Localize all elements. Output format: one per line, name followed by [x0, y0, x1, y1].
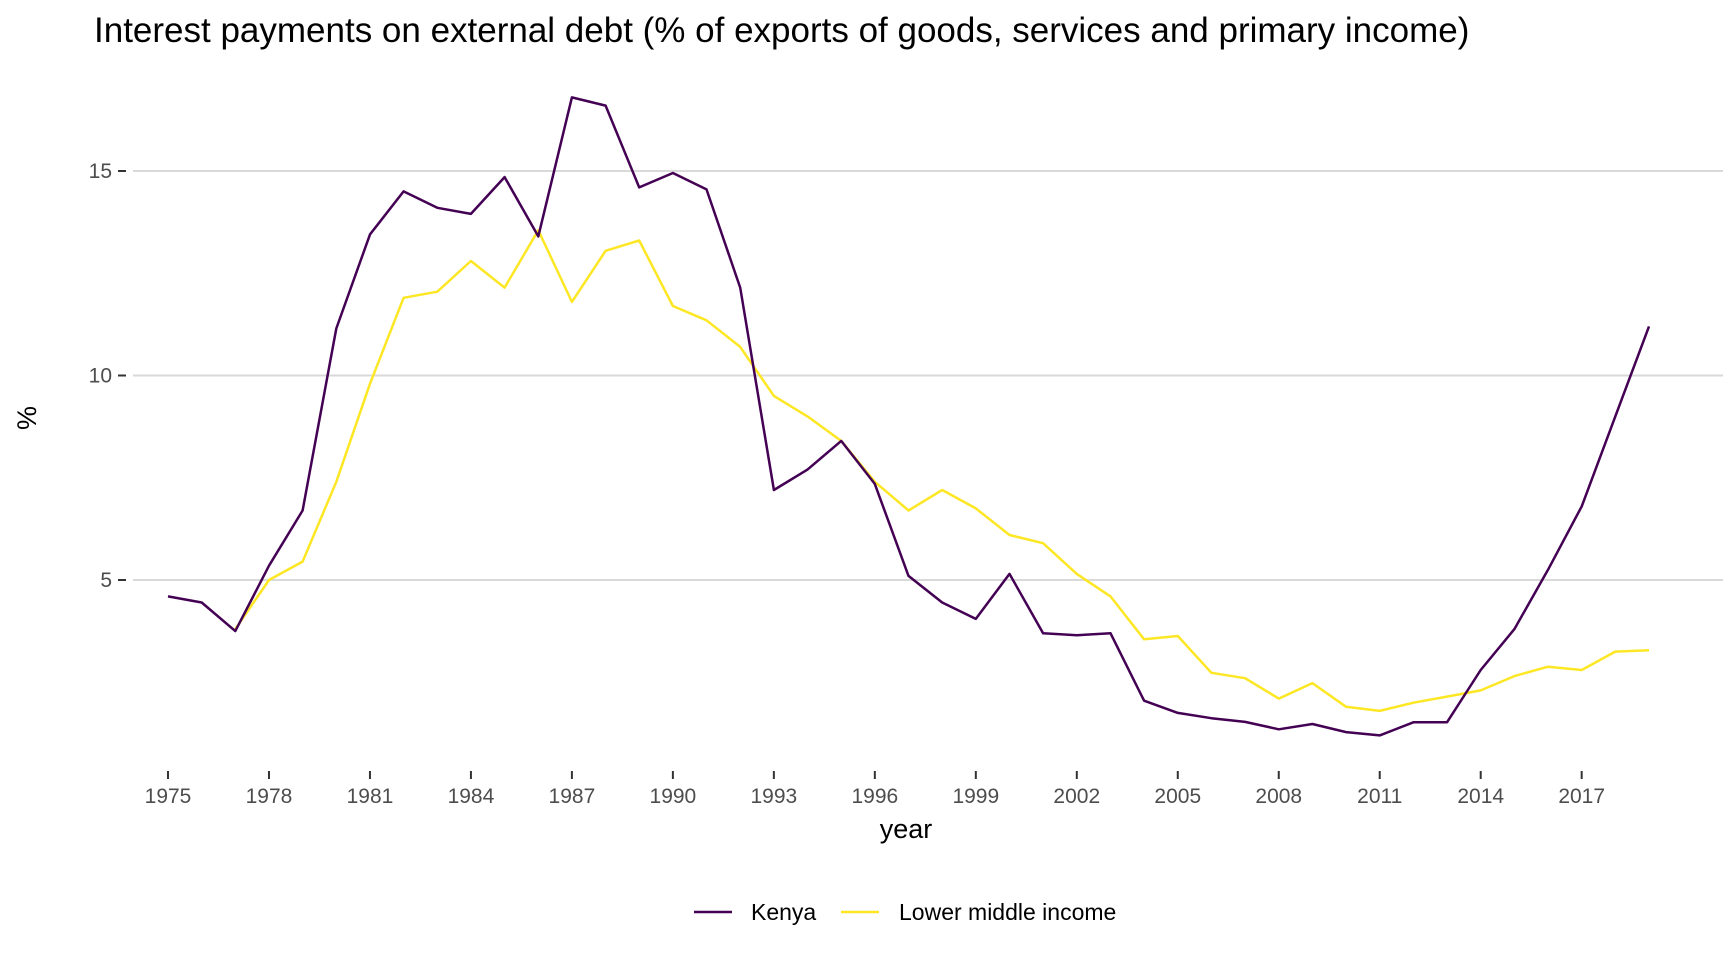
x-axis: 1975 1978 1981 1984 1987 1990 1993 1996 1999 2002…: [145, 771, 1605, 808]
x-tick-label: 2008: [1255, 785, 1302, 808]
legend-label-lower-middle-income: Lower middle income: [899, 899, 1116, 925]
x-tick-label: 1996: [851, 785, 898, 808]
x-tick-label: 1993: [751, 785, 798, 808]
y-axis: 5 10 15: [89, 160, 126, 592]
x-tick-label: 1975: [145, 785, 192, 808]
legend[interactable]: Kenya Lower middle income: [694, 899, 1116, 925]
x-tick-label: 2014: [1457, 785, 1504, 808]
x-tick-label: 1999: [952, 785, 999, 808]
x-tick-label: 2011: [1357, 785, 1402, 808]
x-axis-title: year: [880, 814, 933, 844]
chart-title: Interest payments on external debt (% of…: [94, 11, 1469, 50]
x-tick-label: 2017: [1558, 785, 1605, 808]
x-tick-label: 1990: [650, 785, 697, 808]
y-axis-title: %: [12, 406, 42, 430]
series-line-lower-middle-income: [234, 229, 1650, 713]
series-lines: [167, 96, 1651, 737]
x-tick-label: 1978: [246, 785, 293, 808]
x-tick-label: 2005: [1154, 785, 1201, 808]
x-tick-label: 1981: [347, 785, 394, 808]
y-tick-label: 10: [89, 365, 112, 388]
series-line-kenya: [167, 96, 1651, 737]
legend-label-kenya: Kenya: [751, 899, 816, 925]
y-tick-label: 5: [100, 569, 112, 592]
grid: [133, 170, 1723, 581]
y-tick-label: 15: [89, 160, 112, 183]
x-tick-label: 1987: [549, 785, 596, 808]
x-tick-label: 2002: [1053, 785, 1100, 808]
x-tick-label: 1984: [448, 785, 495, 808]
